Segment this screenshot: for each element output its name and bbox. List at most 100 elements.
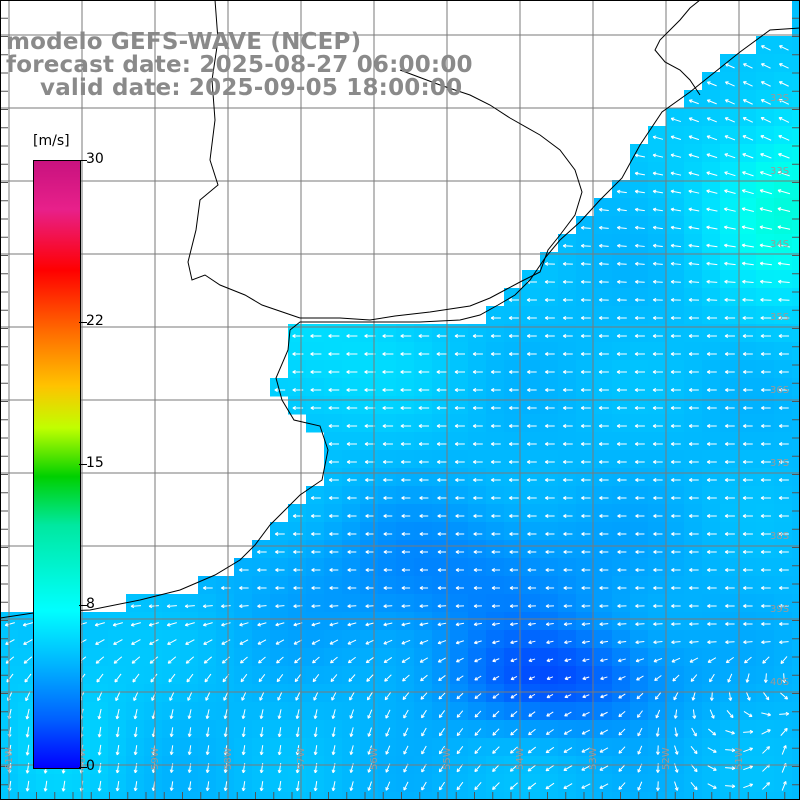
wind-arrow <box>652 370 663 374</box>
wind-speed-cell <box>288 684 307 703</box>
wind-arrow <box>707 388 717 392</box>
wind-arrow <box>186 673 194 683</box>
wind-speed-cell <box>342 342 361 361</box>
wind-arrow <box>760 352 771 356</box>
wind-arrow <box>724 279 736 284</box>
wind-arrow <box>313 781 318 792</box>
wind-speed-cell <box>342 684 361 703</box>
wind-speed-cell <box>756 774 775 793</box>
wind-speed-cell <box>666 486 685 505</box>
wind-arrow <box>223 691 229 701</box>
wind-arrow <box>472 388 483 392</box>
wind-speed-cell <box>594 648 613 667</box>
wind-arrow <box>455 604 465 609</box>
wind-speed-cell <box>702 630 721 649</box>
wind-arrow <box>491 388 501 392</box>
wind-arrow <box>473 496 483 500</box>
wind-speed-cell <box>684 612 703 631</box>
wind-arrow <box>384 674 392 682</box>
lon-label: 59W <box>150 747 161 770</box>
wind-speed-cell <box>414 360 433 379</box>
wind-speed-cell <box>756 306 775 325</box>
wind-speed-cell <box>216 594 235 613</box>
wind-speed-cell <box>342 432 361 451</box>
wind-arrow <box>581 568 591 572</box>
wind-speed-cell <box>162 738 181 757</box>
wind-speed-cell <box>576 306 595 325</box>
wind-speed-cell <box>792 612 800 631</box>
wind-arrow <box>131 656 141 664</box>
wind-speed-cell <box>432 324 451 343</box>
wind-speed-cell <box>504 324 523 343</box>
wind-speed-cell <box>756 324 775 343</box>
wind-arrow <box>419 460 429 464</box>
wind-arrow <box>509 514 519 518</box>
wind-arrow <box>401 586 411 590</box>
wind-arrow <box>706 81 717 87</box>
wind-arrow <box>617 460 627 464</box>
wind-speed-cell <box>756 558 775 577</box>
wind-arrow <box>401 532 411 536</box>
wind-speed-cell <box>342 414 361 433</box>
wind-arrow <box>599 747 609 753</box>
wind-arrow <box>312 674 320 683</box>
wind-arrow <box>277 745 282 756</box>
wind-arrow <box>653 460 663 464</box>
wind-arrow <box>241 745 246 756</box>
wind-arrow <box>562 352 573 356</box>
wind-arrow <box>294 674 302 683</box>
wind-speed-cell <box>720 432 739 451</box>
wind-arrow <box>706 99 717 105</box>
wind-arrow <box>761 424 771 428</box>
wind-arrow <box>635 640 645 645</box>
wind-arrow <box>743 783 754 789</box>
wind-speed-cell <box>684 198 703 217</box>
wind-arrow <box>473 478 483 482</box>
wind-arrow <box>761 586 771 590</box>
wind-speed-cell <box>360 432 379 451</box>
wind-arrow <box>670 370 681 374</box>
wind-speed-cell <box>576 342 595 361</box>
wind-speed-cell <box>540 774 559 793</box>
wind-arrow <box>652 135 664 140</box>
wind-arrow <box>617 225 627 230</box>
wind-arrow <box>437 550 447 554</box>
wind-speed-cell <box>774 108 793 127</box>
wind-speed-cell <box>324 522 343 541</box>
wind-arrow <box>743 586 753 590</box>
wind-arrow <box>97 744 102 756</box>
wind-speed-cell <box>414 648 433 667</box>
wind-speed-cell <box>468 738 487 757</box>
wind-arrow <box>491 496 501 500</box>
wind-arrow <box>274 532 285 536</box>
wind-arrow <box>150 673 158 683</box>
wind-speed-cell <box>774 36 793 55</box>
wind-speed-cell <box>342 576 361 595</box>
wind-speed-cell <box>162 720 181 739</box>
wind-arrow <box>598 406 609 410</box>
wind-speed-cell <box>18 738 37 757</box>
wind-arrow <box>706 478 717 482</box>
wind-arrow <box>382 388 394 392</box>
wind-arrow <box>545 604 555 609</box>
wind-speed-cell <box>756 792 775 800</box>
wind-speed-cell <box>468 720 487 739</box>
wind-speed-cell <box>720 792 739 800</box>
wind-arrow <box>274 370 286 374</box>
wind-arrow <box>438 692 446 700</box>
wind-speed-cell <box>720 198 739 217</box>
wind-arrow <box>599 532 609 536</box>
wind-speed-cell <box>396 504 415 523</box>
wind-arrow <box>689 550 699 554</box>
wind-speed-cell <box>774 324 793 343</box>
wind-speed-cell <box>792 198 800 217</box>
wind-arrow <box>743 406 753 410</box>
wind-speed-cell <box>738 792 757 800</box>
wind-speed-cell <box>594 558 613 577</box>
wind-speed-cell <box>90 666 109 685</box>
wind-arrow <box>761 640 771 645</box>
wind-speed-cell <box>396 324 415 343</box>
wind-speed-cell <box>612 216 631 235</box>
wind-arrow <box>491 532 501 536</box>
wind-speed-cell <box>378 486 397 505</box>
